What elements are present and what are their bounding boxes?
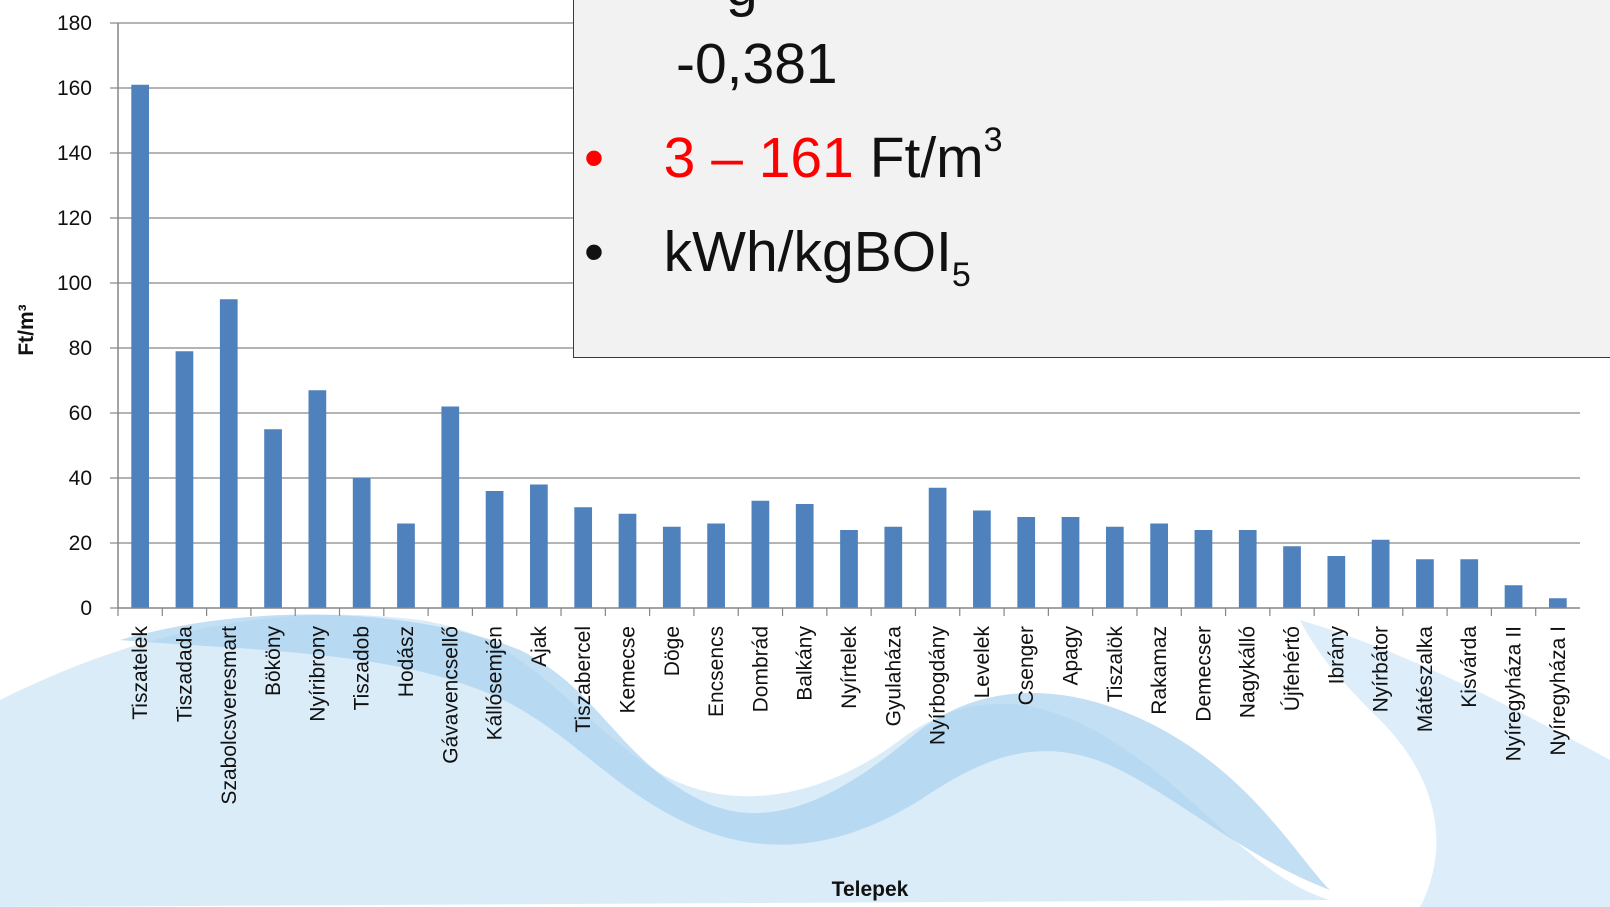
bar-17 xyxy=(884,526,903,608)
x-category-label: Kállósemjén xyxy=(484,626,507,740)
bar-14 xyxy=(751,500,770,608)
bar-5 xyxy=(352,478,371,608)
x-category-label: Levelek xyxy=(971,626,994,699)
bar-15 xyxy=(795,504,814,608)
x-category-label: Tiszatelek xyxy=(129,626,152,720)
red-bullet: • xyxy=(584,126,604,190)
x-category-label: Hodász xyxy=(395,626,418,697)
bar-24 xyxy=(1194,530,1213,608)
bar-2 xyxy=(219,299,238,608)
bar-29 xyxy=(1416,559,1434,608)
y-tick-label: 20 xyxy=(69,532,92,555)
y-tick-label: 120 xyxy=(57,207,92,230)
x-category-label: Balkány xyxy=(794,626,817,701)
bar-19 xyxy=(973,510,991,608)
x-category-label: Ibrány xyxy=(1325,626,1348,685)
bar-27 xyxy=(1327,556,1346,608)
bar-20 xyxy=(1017,517,1036,608)
unit-text: kWh/kgBOI xyxy=(663,220,952,284)
bar-4 xyxy=(308,390,327,608)
x-category-label: Gávavencsellő xyxy=(439,626,462,764)
y-tick-label: 0 xyxy=(80,597,92,620)
x-category-label: Nyírtelek xyxy=(838,626,861,709)
y-tick-label: 100 xyxy=(57,272,92,295)
y-axis-title: Ft/m³ xyxy=(15,304,38,355)
background-wave-decoration xyxy=(0,614,1610,907)
x-category-label: Nyíregyháza I xyxy=(1547,626,1570,756)
bar-22 xyxy=(1105,526,1124,608)
bar-30 xyxy=(1460,559,1479,608)
bar-12 xyxy=(662,526,681,608)
bar-3 xyxy=(264,429,282,608)
y-tick-labels: 0 20 40 60 80 100 120 140 160 180 xyxy=(57,12,118,620)
x-category-label: Gyulaháza xyxy=(882,626,905,727)
overlay-value: -0,381 xyxy=(676,32,838,96)
bar-26 xyxy=(1283,546,1301,608)
range-unit: Ft/m xyxy=(869,126,984,190)
bar-9 xyxy=(530,484,548,608)
x-category-label: Döge xyxy=(661,626,684,676)
range-unit-superscript: 3 xyxy=(983,121,1003,159)
bar-18 xyxy=(928,487,947,608)
bar-0 xyxy=(131,84,150,608)
x-category-label: Nagykálló xyxy=(1237,626,1260,718)
y-tick-label: 140 xyxy=(57,142,92,165)
range-value: 3 – 161 xyxy=(663,126,854,190)
x-category-label: Csenger xyxy=(1015,626,1038,705)
x-category-label: Tiszalök xyxy=(1104,626,1127,703)
bar-25 xyxy=(1238,530,1257,608)
x-category-labels: Tiszatelek Tiszadada Szabolcsveresmart Bökö… xyxy=(117,608,1570,805)
bar-21 xyxy=(1061,517,1080,608)
x-category-label: Demecser xyxy=(1192,626,1215,722)
bar-16 xyxy=(840,530,858,608)
overlay-unit-line: • kWh/kgBOI5 xyxy=(584,219,971,294)
bar-28 xyxy=(1371,539,1390,608)
bars xyxy=(131,84,1567,608)
x-category-label: Encsencs xyxy=(705,626,728,717)
overlay-partial-text: g xyxy=(726,0,758,19)
y-tick-label: 80 xyxy=(69,337,92,360)
bar-32 xyxy=(1548,598,1567,608)
x-category-label: Nyíregyháza II xyxy=(1503,626,1526,761)
x-category-label: Szabolcsveresmart xyxy=(218,626,241,805)
bar-23 xyxy=(1150,523,1168,608)
y-tick-label: 60 xyxy=(69,402,92,425)
unit-subscript: 5 xyxy=(951,256,971,294)
y-tick-label: 160 xyxy=(57,77,92,100)
x-category-label: Újfehértó xyxy=(1281,626,1304,711)
overlay-range-line: • 3 – 161 Ft/m3 xyxy=(584,121,1003,191)
bar-8 xyxy=(485,491,504,608)
y-tick-label: 180 xyxy=(57,12,92,35)
bar-1 xyxy=(175,351,194,608)
x-category-label: Tiszabercel xyxy=(572,626,595,733)
x-category-label: Ajak xyxy=(528,626,551,667)
x-category-label: Tiszadada xyxy=(173,626,196,722)
x-category-label: Nyírbogdány xyxy=(927,626,950,746)
bar-31 xyxy=(1504,585,1523,608)
x-axis-title: Telepek xyxy=(832,878,909,901)
x-category-label: Bököny xyxy=(262,626,285,697)
x-category-label: Rakamaz xyxy=(1148,626,1171,715)
bar-7 xyxy=(441,406,460,608)
bar-11 xyxy=(618,513,637,608)
black-bullet: • xyxy=(584,220,604,284)
bar-13 xyxy=(707,523,725,608)
x-category-label: Tiszadob xyxy=(351,626,374,710)
x-category-label: Nyíribrony xyxy=(306,626,329,722)
x-category-label: Mátészalka xyxy=(1414,626,1437,733)
y-tick-label: 40 xyxy=(69,467,92,490)
x-category-label: Apagy xyxy=(1060,626,1083,686)
x-category-label: Dombrád xyxy=(749,626,772,712)
x-category-label: Kemecse xyxy=(616,626,639,714)
x-category-label: Kisvárda xyxy=(1458,626,1481,708)
x-category-label: Nyírbátor xyxy=(1370,626,1393,712)
bar-10 xyxy=(574,507,593,608)
bar-6 xyxy=(397,523,415,608)
overlay-textbox: g -0,381 • 3 – 161 Ft/m3 • kWh/kgBOI5 xyxy=(573,0,1610,358)
